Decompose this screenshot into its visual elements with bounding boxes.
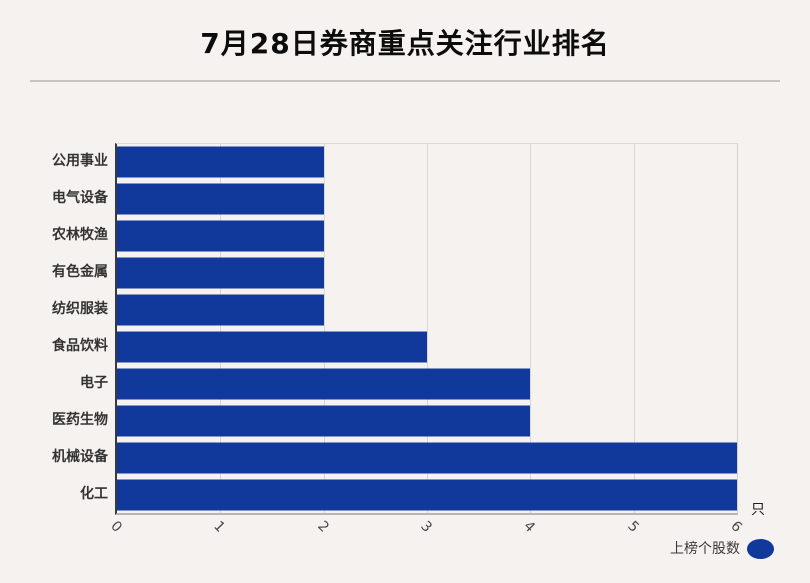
bar <box>117 368 531 400</box>
bar <box>117 442 737 474</box>
title-divider <box>30 80 780 82</box>
bar <box>117 294 324 326</box>
bar <box>117 146 324 178</box>
plot-area: 只 0 1 2 3 4 5 6 <box>107 143 765 536</box>
x-tick-label: 5 <box>623 518 642 536</box>
x-axis-unit-label: 只 <box>751 502 765 518</box>
gridline <box>633 144 635 513</box>
category-label: 纺织服装 <box>52 301 108 318</box>
legend-swatch <box>747 539 774 559</box>
category-label: 食品饮料 <box>52 337 108 354</box>
category-label: 有色金属 <box>52 264 108 281</box>
category-label: 农林牧渔 <box>52 227 108 244</box>
x-tick-label: 4 <box>520 518 539 536</box>
x-tick-label: 2 <box>313 518 332 536</box>
gridline <box>427 144 428 513</box>
x-tick-label: 6 <box>727 518 745 536</box>
legend-label: 上榜个股数 <box>670 541 740 557</box>
bar <box>117 183 324 215</box>
page-title: 7月28日券商重点关注行业排名 <box>200 27 610 60</box>
category-label: 电子 <box>80 374 108 391</box>
bar <box>117 331 427 363</box>
category-label: 机械设备 <box>52 448 108 465</box>
bar <box>117 257 324 289</box>
bar <box>117 220 324 252</box>
bar <box>117 479 737 511</box>
category-label: 电气设备 <box>52 190 108 207</box>
x-tick-label: 3 <box>417 518 435 536</box>
legend: 上榜个股数 <box>670 539 774 559</box>
bar-chart: 公用事业电气设备农林牧渔有色金属纺织服装食品饮料电子医药生物机械设备化工 只 0… <box>0 143 765 536</box>
gridline <box>220 144 222 513</box>
x-tick-label: 1 <box>210 518 229 536</box>
gridline <box>530 144 532 513</box>
x-tick-label: 0 <box>107 518 125 536</box>
gridline <box>323 144 325 513</box>
category-label: 医药生物 <box>52 411 108 428</box>
category-label: 化工 <box>80 485 108 502</box>
y-axis-labels: 公用事业电气设备农林牧渔有色金属纺织服装食品饮料电子医药生物机械设备化工 <box>0 143 108 512</box>
bar <box>117 405 531 437</box>
category-label: 公用事业 <box>52 153 108 170</box>
